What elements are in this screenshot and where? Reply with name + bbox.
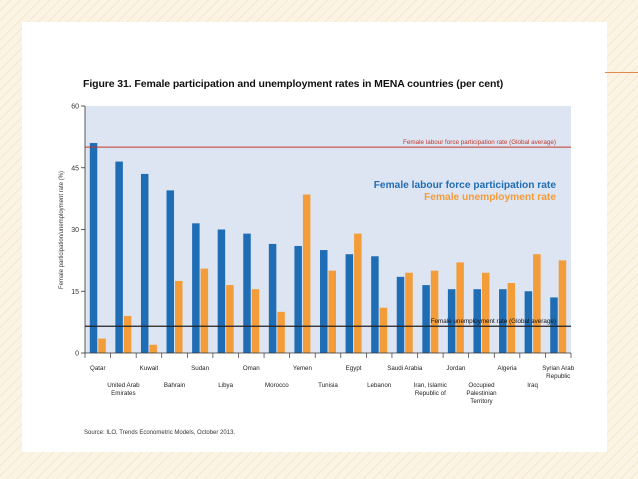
x-category-label-line: Bahrain bbox=[164, 382, 186, 389]
x-category-label-line: United Arab bbox=[107, 382, 140, 389]
participation-bar bbox=[345, 254, 354, 353]
unemployment-bar bbox=[98, 338, 106, 353]
x-category-label: Morocco bbox=[265, 382, 289, 389]
x-category-label-line: Republic of bbox=[415, 390, 446, 397]
x-category-label-line: Emirates bbox=[111, 390, 135, 397]
unemployment-bar bbox=[533, 254, 541, 353]
unemployment-bar bbox=[558, 260, 567, 354]
unemployment-global-average-label: Female unemployment rate (Global average… bbox=[431, 318, 556, 325]
participation-bar bbox=[320, 250, 328, 353]
x-category-label: Yemen bbox=[293, 365, 313, 372]
unemployment-bar bbox=[149, 344, 157, 353]
x-category-label: Iraq bbox=[527, 382, 538, 389]
x-category-label: Kuwait bbox=[140, 365, 159, 372]
x-category-label-line: Kuwait bbox=[140, 365, 159, 372]
participation-bar bbox=[447, 289, 456, 353]
x-category-label-line: Territory bbox=[470, 398, 493, 405]
y-tick-label: 0 bbox=[75, 351, 79, 358]
x-category-label: Egypt bbox=[346, 365, 362, 372]
x-category-label: Tunisia bbox=[318, 382, 338, 389]
unemployment-bar bbox=[379, 307, 388, 353]
unemployment-bar bbox=[175, 280, 183, 353]
participation-bar bbox=[89, 143, 98, 353]
unemployment-bar bbox=[354, 233, 362, 353]
x-category-label: Qatar bbox=[90, 365, 105, 372]
participation-bar bbox=[243, 233, 251, 353]
participation-bar bbox=[550, 297, 558, 353]
x-category-label-line: Iran, Islamic bbox=[414, 382, 447, 389]
unemployment-bar bbox=[507, 283, 516, 353]
figure-title: Figure 31. Female participation and unem… bbox=[83, 78, 504, 90]
legend-unemployment-label: Female unemployment rate bbox=[424, 192, 556, 203]
x-category-label-line: Tunisia bbox=[318, 382, 338, 389]
x-category-label: Jordan bbox=[446, 365, 465, 372]
x-category-label-line: Qatar bbox=[90, 365, 105, 372]
unemployment-bar bbox=[456, 262, 464, 353]
x-category-label-line: Algeria bbox=[497, 365, 517, 372]
x-category-label-line: Syrian Arab bbox=[542, 365, 575, 372]
unemployment-bar bbox=[481, 272, 490, 353]
x-category-label-line: Occupied bbox=[468, 382, 495, 389]
x-category-label: Algeria bbox=[497, 365, 517, 372]
x-category-label-line: Libya bbox=[218, 382, 233, 389]
x-category-label-line: Morocco bbox=[265, 382, 289, 389]
unemployment-bar bbox=[123, 315, 132, 353]
participation-bar bbox=[524, 291, 533, 353]
x-category-label-line: Iraq bbox=[527, 382, 538, 389]
participation-bar bbox=[422, 285, 430, 353]
x-category-label: United Arab Emirates bbox=[107, 382, 140, 397]
participation-bar bbox=[396, 276, 405, 353]
x-category-label: Oman bbox=[243, 365, 260, 372]
unemployment-bar bbox=[328, 270, 336, 353]
x-category-label-line: Lebanon bbox=[367, 382, 392, 389]
x-category-label: Bahrain bbox=[164, 382, 186, 389]
x-category-label: Sudan bbox=[191, 365, 209, 372]
unemployment-bar bbox=[277, 311, 285, 353]
x-category-label: Syrian Arab Republic bbox=[542, 365, 575, 380]
y-tick-label: 60 bbox=[71, 104, 79, 111]
x-category-label-line: Republic bbox=[546, 373, 570, 380]
participation-bar bbox=[192, 223, 200, 353]
x-category-label: Libya bbox=[218, 382, 233, 389]
legend-participation-label: Female labour force participation rate bbox=[374, 180, 557, 191]
unemployment-bar bbox=[430, 270, 439, 353]
participation-bar bbox=[294, 245, 302, 353]
y-tick-label: 15 bbox=[71, 289, 79, 296]
participation-bar bbox=[217, 229, 226, 353]
participation-global-average-label: Female labour force participation rate (… bbox=[403, 139, 556, 146]
participation-bar bbox=[473, 289, 481, 353]
source-note: Source: ILO, Trends Econometric Models, … bbox=[84, 430, 236, 436]
decorative-line bbox=[605, 72, 638, 73]
unemployment-bar bbox=[200, 268, 209, 353]
unemployment-bar bbox=[302, 194, 311, 353]
unemployment-bar bbox=[226, 285, 234, 353]
x-category-label-line: Jordan bbox=[446, 365, 465, 372]
participation-bar bbox=[371, 256, 379, 353]
y-tick-label: 30 bbox=[71, 227, 79, 234]
y-tick-label: 45 bbox=[71, 165, 79, 172]
x-category-label: Occupied Palestinian Territory bbox=[466, 382, 497, 405]
unemployment-bar bbox=[405, 272, 413, 353]
participation-bar bbox=[115, 161, 123, 353]
x-category-label: Lebanon bbox=[367, 382, 392, 389]
x-category-label: Iran, Islamic Republic of bbox=[414, 382, 447, 397]
x-category-label: Saudi Arabia bbox=[387, 365, 423, 372]
participation-bar bbox=[499, 289, 507, 353]
x-category-label-line: Oman bbox=[243, 365, 260, 372]
x-category-label-line: Sudan bbox=[191, 365, 209, 372]
participation-bar bbox=[166, 190, 175, 353]
x-category-label-line: Egypt bbox=[346, 365, 362, 372]
x-category-label-line: Yemen bbox=[293, 365, 313, 372]
x-category-label-line: Saudi Arabia bbox=[387, 365, 423, 372]
unemployment-bar bbox=[251, 289, 260, 353]
participation-bar bbox=[268, 243, 277, 353]
participation-bar bbox=[140, 173, 149, 353]
x-category-label-line: Palestinian bbox=[466, 390, 497, 397]
